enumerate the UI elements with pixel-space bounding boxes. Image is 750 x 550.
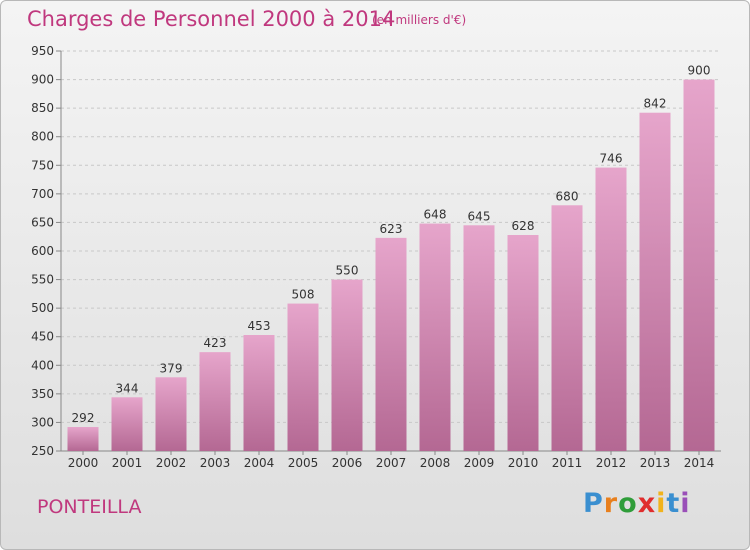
- chart-title: Charges de Personnel 2000 à 2014: [27, 7, 396, 31]
- logo-letter: P: [583, 488, 604, 519]
- data-label: 628: [512, 219, 535, 233]
- y-tick-label: 450: [31, 330, 54, 344]
- location-name: PONTEILLA: [37, 496, 142, 518]
- bar: [331, 279, 363, 451]
- bar: [595, 167, 627, 452]
- bars: [67, 79, 715, 452]
- x-tick-label: 2014: [684, 456, 715, 470]
- data-label: 453: [248, 319, 271, 333]
- y-tick-label: 850: [31, 101, 54, 115]
- x-tick-label: 2003: [200, 456, 231, 470]
- data-label: 508: [292, 288, 315, 302]
- logo-letter: i: [680, 488, 691, 519]
- bar: [111, 397, 143, 451]
- bar: [67, 427, 99, 451]
- data-label: 550: [336, 264, 359, 278]
- logo-letter: r: [603, 488, 619, 519]
- x-tick-label: 2005: [288, 456, 319, 470]
- x-tick-label: 2012: [596, 456, 627, 470]
- logo-letter: i: [656, 488, 667, 519]
- bar: [199, 352, 231, 451]
- bar: [507, 235, 539, 451]
- bar: [155, 377, 187, 451]
- y-tick-label: 700: [31, 187, 54, 201]
- data-label: 379: [160, 361, 183, 375]
- logo-letter: x: [637, 488, 657, 519]
- y-tick-label: 750: [31, 158, 54, 172]
- bar: [639, 112, 671, 451]
- x-tick-label: 2001: [112, 456, 143, 470]
- data-label: 900: [688, 64, 711, 78]
- data-label: 292: [72, 411, 95, 425]
- x-tick-label: 2000: [68, 456, 99, 470]
- x-tick-label: 2013: [640, 456, 671, 470]
- bar: [683, 79, 715, 452]
- y-tick-label: 250: [31, 444, 54, 458]
- bar: [287, 303, 319, 451]
- x-tick-label: 2002: [156, 456, 187, 470]
- y-tick-label: 650: [31, 215, 54, 229]
- data-label: 623: [380, 222, 403, 236]
- bar: [243, 335, 275, 451]
- y-tick-label: 900: [31, 73, 54, 87]
- logo-letter: o: [618, 488, 638, 519]
- data-label: 746: [600, 152, 623, 166]
- bar: [375, 237, 407, 451]
- data-label: 344: [116, 381, 139, 395]
- x-tick-label: 2004: [244, 456, 275, 470]
- data-label: 423: [204, 336, 227, 350]
- x-tick-label: 2008: [420, 456, 451, 470]
- x-tick-label: 2009: [464, 456, 495, 470]
- x-tick-label: 2007: [376, 456, 407, 470]
- y-tick-label: 600: [31, 244, 54, 258]
- chart-unit: (en milliers d'€): [372, 13, 467, 27]
- data-label: 680: [556, 189, 579, 203]
- bar: [419, 223, 451, 451]
- logo-letter: t: [666, 488, 681, 519]
- data-label: 842: [644, 97, 667, 111]
- x-tick-label: 2006: [332, 456, 363, 470]
- data-label: 645: [468, 209, 491, 223]
- x-tick-label: 2011: [552, 456, 583, 470]
- y-tick-label: 950: [31, 44, 54, 58]
- bar: [551, 205, 583, 451]
- y-tick-label: 300: [31, 415, 54, 429]
- proxiti-logo: Proxiti: [583, 488, 691, 519]
- y-tick-label: 500: [31, 301, 54, 315]
- y-tick-label: 550: [31, 273, 54, 287]
- labels: 250 300 350 400 450 500 550 600 650 700 750 800 850 9…: [31, 44, 714, 470]
- x-tick-label: 2010: [508, 456, 539, 470]
- y-tick-label: 350: [31, 387, 54, 401]
- data-label: 648: [424, 208, 447, 222]
- y-tick-label: 400: [31, 358, 54, 372]
- y-tick-label: 800: [31, 130, 54, 144]
- bar: [463, 225, 495, 451]
